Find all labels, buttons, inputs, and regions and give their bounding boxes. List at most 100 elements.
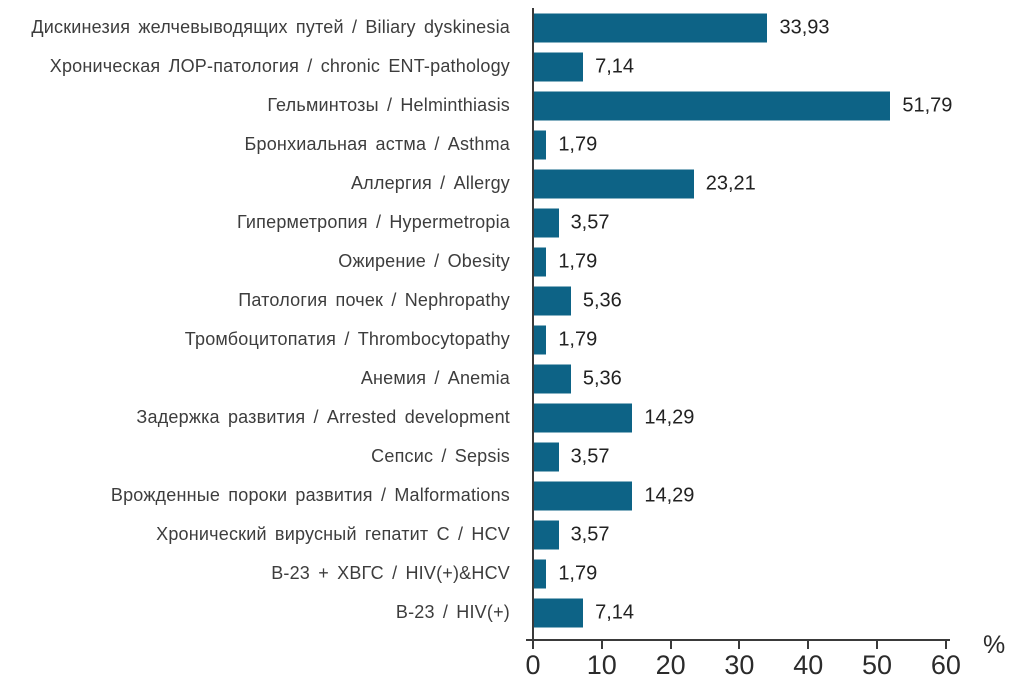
x-tick bbox=[807, 639, 810, 649]
bar bbox=[534, 520, 559, 549]
chart-row: Гиперметропия / Hypermetropia 3,57 bbox=[0, 203, 1024, 242]
value-label: 3,57 bbox=[570, 211, 610, 233]
category-label: Хроническая ЛОР-патология / chronic ENT-… bbox=[49, 56, 510, 76]
value-label: 5,36 bbox=[582, 289, 622, 311]
value-label: 3,57 bbox=[570, 523, 610, 545]
chart-row: Дискинезия желчевыводящих путей / Biliar… bbox=[0, 8, 1024, 47]
category-label: Врожденные пороки развития / Malformatio… bbox=[110, 485, 510, 505]
category-label: Дискинезия желчевыводящих путей / Biliar… bbox=[31, 17, 510, 37]
category-label: Хронический вирусный гепатит С / HCV bbox=[156, 524, 510, 544]
category-label: В-23 + ХВГС / HIV(+)&HCV bbox=[271, 563, 510, 583]
x-tick bbox=[600, 639, 603, 649]
category-label: Ожирение / Obesity bbox=[338, 251, 510, 271]
chart-row: В-23 / HIV(+) 7,14 bbox=[0, 593, 1024, 632]
chart-row: Врожденные пороки развития / Malformatio… bbox=[0, 476, 1024, 515]
bar bbox=[534, 13, 768, 42]
chart-row: Хроническая ЛОР-патология / chronic ENT-… bbox=[0, 47, 1024, 86]
bar bbox=[534, 403, 633, 432]
plot-area: Дискинезия желчевыводящих путей / Biliar… bbox=[0, 8, 1024, 632]
chart-row: Анемия / Anemia 5,36 bbox=[0, 359, 1024, 398]
bar-track: 14,29 bbox=[533, 476, 950, 515]
bar bbox=[534, 247, 547, 276]
category-label: Аллергия / Allergy bbox=[350, 173, 510, 193]
value-label: 23,21 bbox=[705, 172, 756, 194]
bar-track: 3,57 bbox=[533, 203, 950, 242]
x-tick-label: 10 bbox=[586, 650, 617, 680]
bar bbox=[534, 52, 584, 81]
bar-track: 5,36 bbox=[533, 359, 950, 398]
bar bbox=[534, 130, 547, 159]
chart-row: Задержка развития / Arrested development… bbox=[0, 398, 1024, 437]
bar bbox=[534, 442, 559, 471]
chart-row: Аллергия / Allergy 23,21 bbox=[0, 164, 1024, 203]
value-label: 14,29 bbox=[644, 406, 695, 428]
chart-row: В-23 + ХВГС / HIV(+)&HCV 1,79 bbox=[0, 554, 1024, 593]
bar-track: 23,21 bbox=[533, 164, 950, 203]
x-tick-label: 50 bbox=[862, 650, 893, 680]
x-axis bbox=[526, 639, 950, 641]
bar bbox=[534, 598, 584, 627]
bar bbox=[534, 91, 891, 120]
bar-track: 1,79 bbox=[533, 242, 950, 281]
bar-track: 7,14 bbox=[533, 593, 950, 632]
bar bbox=[534, 481, 633, 510]
x-tick bbox=[876, 639, 879, 649]
value-label: 51,79 bbox=[902, 94, 953, 116]
x-tick-label: 40 bbox=[793, 650, 824, 680]
category-label: Задержка развития / Arrested development bbox=[136, 407, 510, 427]
chart-row: Бронхиальная астма / Asthma 1,79 bbox=[0, 125, 1024, 164]
bar bbox=[534, 559, 547, 588]
value-label: 3,57 bbox=[570, 445, 610, 467]
x-tick-label: 60 bbox=[930, 650, 961, 680]
bar-track: 3,57 bbox=[533, 515, 950, 554]
bar bbox=[534, 208, 559, 237]
bar-track: 33,93 bbox=[533, 8, 950, 47]
category-label: Сепсис / Sepsis bbox=[371, 446, 510, 466]
bar bbox=[534, 364, 571, 393]
x-tick-label: 30 bbox=[724, 650, 755, 680]
bar-track: 14,29 bbox=[533, 398, 950, 437]
bar-track: 1,79 bbox=[533, 320, 950, 359]
value-label: 1,79 bbox=[558, 133, 598, 155]
category-label: Тромбоцитопатия / Thrombocytopathy bbox=[184, 329, 510, 349]
bar-track: 51,79 bbox=[533, 86, 953, 125]
bar-track: 1,79 bbox=[533, 125, 950, 164]
bar bbox=[534, 286, 571, 315]
value-label: 33,93 bbox=[779, 16, 830, 38]
bar-track: 3,57 bbox=[533, 437, 950, 476]
category-label: Анемия / Anemia bbox=[360, 368, 510, 388]
bar-track: 7,14 bbox=[533, 47, 950, 86]
bar bbox=[534, 325, 547, 354]
x-ticks: 0 10 20 30 40 50 60 bbox=[525, 639, 961, 680]
bar-track: 5,36 bbox=[533, 281, 950, 320]
chart-row: Хронический вирусный гепатит С / HCV 3,5… bbox=[0, 515, 1024, 554]
category-label: Бронхиальная астма / Asthma bbox=[244, 134, 510, 154]
chart-row: Ожирение / Obesity 1,79 bbox=[0, 242, 1024, 281]
x-tick bbox=[944, 639, 947, 649]
value-label: 5,36 bbox=[582, 367, 622, 389]
value-label: 7,14 bbox=[595, 601, 635, 623]
category-label: Патология почек / Nephropathy bbox=[238, 290, 510, 310]
x-tick-label: 20 bbox=[655, 650, 686, 680]
value-label: 1,79 bbox=[558, 328, 598, 350]
bar-track: 1,79 bbox=[533, 554, 950, 593]
bar bbox=[534, 169, 694, 198]
chart-row: Тромбоцитопатия / Thrombocytopathy 1,79 bbox=[0, 320, 1024, 359]
category-label: Гельминтозы / Helminthiasis bbox=[267, 95, 510, 115]
x-axis-unit-label: % bbox=[983, 631, 1006, 659]
value-label: 7,14 bbox=[595, 55, 635, 77]
x-tick-label: 0 bbox=[525, 650, 541, 680]
x-tick bbox=[738, 639, 741, 649]
chart-row: Гельминтозы / Helminthiasis 51,79 bbox=[0, 86, 1024, 125]
y-axis bbox=[532, 8, 534, 649]
value-label: 14,29 bbox=[644, 484, 695, 506]
category-label: В-23 / HIV(+) bbox=[395, 602, 510, 622]
chart-row: Сепсис / Sepsis 3,57 bbox=[0, 437, 1024, 476]
x-tick bbox=[532, 639, 534, 649]
value-label: 1,79 bbox=[558, 562, 598, 584]
x-tick bbox=[669, 639, 672, 649]
chart-row: Патология почек / Nephropathy 5,36 bbox=[0, 281, 1024, 320]
category-label: Гиперметропия / Hypermetropia bbox=[236, 212, 510, 232]
value-label: 1,79 bbox=[558, 250, 598, 272]
